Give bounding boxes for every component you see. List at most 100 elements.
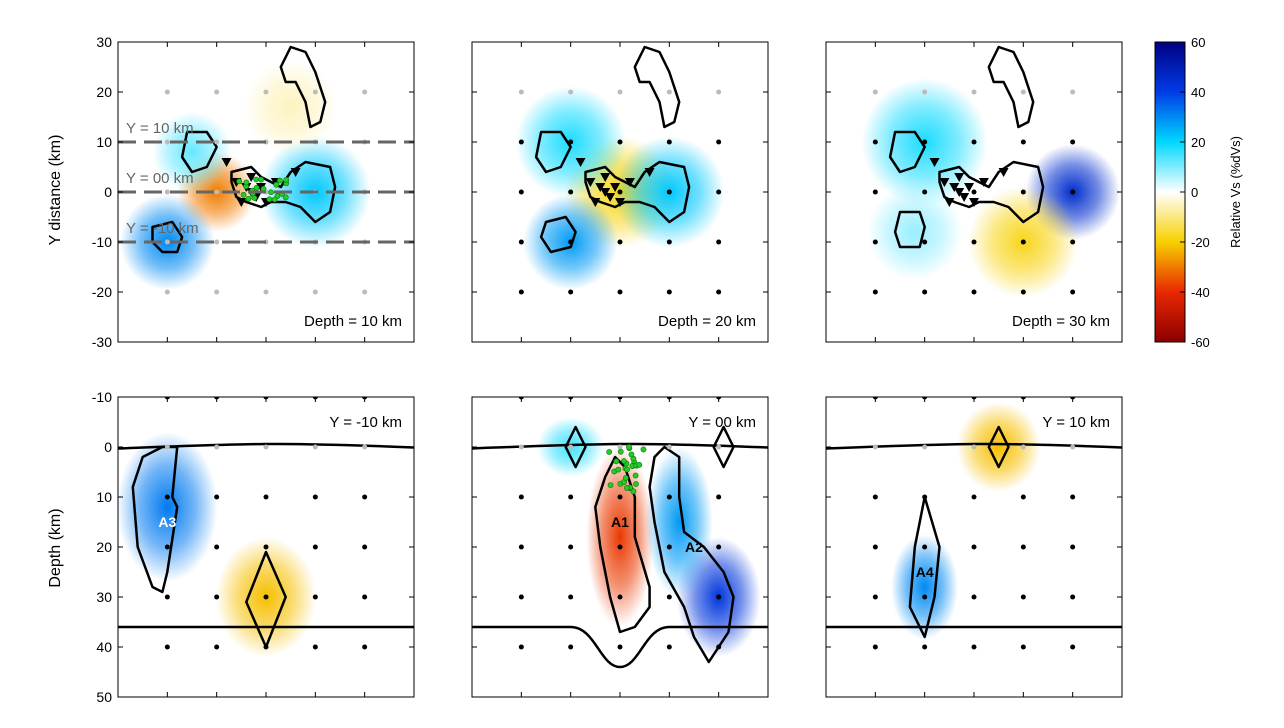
grid-dot xyxy=(971,594,977,600)
grid-dot xyxy=(568,594,574,600)
station-triangle xyxy=(246,173,257,182)
station-dot xyxy=(1070,239,1076,245)
grid-dot xyxy=(362,594,368,600)
station-dot xyxy=(716,89,722,95)
grid-dot xyxy=(716,494,722,500)
grid-dot xyxy=(617,644,623,650)
station-dot xyxy=(518,289,524,295)
contour-outline xyxy=(712,425,735,469)
station-triangle xyxy=(939,178,950,187)
grid-dot xyxy=(214,444,220,450)
moho-line xyxy=(472,625,768,669)
earthquake-dot xyxy=(607,482,614,488)
station-dot xyxy=(518,89,524,95)
station-triangle xyxy=(610,183,621,192)
station-dot xyxy=(617,89,623,95)
grid-dot xyxy=(164,444,170,450)
grid-dot xyxy=(1020,544,1026,550)
velocity-anomaly xyxy=(586,447,654,627)
grid-dot xyxy=(617,494,623,500)
station-dot xyxy=(263,289,269,295)
station-dot xyxy=(617,189,623,195)
grid-dot xyxy=(263,494,269,500)
station-dot xyxy=(518,139,524,145)
profile-line-label: Y = -10 km xyxy=(126,220,199,237)
station-dot xyxy=(922,239,928,245)
cross-section-panel-1: A3 -10 0 10 20 30 40 50 Y = -10 km xyxy=(92,389,415,705)
grid-dot xyxy=(518,544,524,550)
grid-dot xyxy=(214,594,220,600)
colorbar-tick-label: -60 xyxy=(1191,335,1210,350)
station-dot xyxy=(922,139,928,145)
grid-dot xyxy=(263,594,269,600)
grid-dot xyxy=(362,544,368,550)
grid-dot xyxy=(312,494,318,500)
station-triangle xyxy=(954,188,965,197)
grid-dot xyxy=(214,644,220,650)
grid-dot xyxy=(666,494,672,500)
earthquake-dot xyxy=(617,448,624,455)
earthquake-dot xyxy=(606,449,613,455)
grid-dot xyxy=(666,644,672,650)
station-dot xyxy=(164,139,170,145)
contour-outline xyxy=(279,45,327,129)
earthquake-dot xyxy=(622,475,629,481)
contour-outline xyxy=(534,130,572,174)
station-dot xyxy=(1070,139,1076,145)
station-dot xyxy=(971,189,977,195)
grid-dot xyxy=(666,594,672,600)
contour-outline xyxy=(893,210,926,249)
y-tick-label: -10 xyxy=(92,234,112,250)
station-dot xyxy=(971,139,977,145)
earthquake-dot xyxy=(276,177,283,184)
station-dot xyxy=(214,139,220,145)
grid-dot xyxy=(1020,594,1026,600)
grid-dot xyxy=(1070,444,1076,450)
grid-dot xyxy=(568,494,574,500)
grid-dot xyxy=(263,544,269,550)
earthquake-dot xyxy=(615,466,622,473)
station-dot xyxy=(362,289,368,295)
station-triangle xyxy=(221,158,232,167)
y-tick-label: 0 xyxy=(104,439,112,455)
station-dot xyxy=(716,239,722,245)
panel-y-label: Y = 00 km xyxy=(688,414,756,431)
cross-section-panel-3: A4 Y = 10 km xyxy=(825,396,1123,698)
earthquake-dot xyxy=(271,196,278,203)
grid-dot xyxy=(922,444,928,450)
station-triangle xyxy=(590,198,601,207)
grid-dot xyxy=(362,644,368,650)
earthquake-dot xyxy=(624,466,631,473)
earthquake-dot xyxy=(283,176,290,183)
station-triangle xyxy=(575,158,586,167)
station-dot xyxy=(872,189,878,195)
grid-dot xyxy=(518,594,524,600)
colorbar-tick-label: 20 xyxy=(1191,135,1205,150)
grid-dot xyxy=(164,644,170,650)
station-dot xyxy=(214,89,220,95)
station-dot xyxy=(617,239,623,245)
grid-dot xyxy=(872,494,878,500)
grid-dot xyxy=(922,544,928,550)
station-triangle xyxy=(624,178,635,187)
surface-line xyxy=(472,442,768,450)
grid-dot xyxy=(1020,494,1026,500)
profile-line-label: Y = 10 km xyxy=(126,120,194,137)
panel-y-label: Y = -10 km xyxy=(329,414,402,431)
earthquake-dot xyxy=(630,488,637,495)
colorbar-title: Relative Vs (%dVs) xyxy=(1228,136,1243,248)
panel-y-label: Y = 10 km xyxy=(1042,414,1110,431)
y-tick-label: 10 xyxy=(96,134,112,150)
contour-outline xyxy=(180,130,218,174)
station-triangle xyxy=(944,198,955,207)
grid-dot xyxy=(214,494,220,500)
station-triangle xyxy=(949,183,960,192)
colorbar-tick-label: -20 xyxy=(1191,235,1210,250)
grid-dot xyxy=(518,494,524,500)
grid-dot xyxy=(312,444,318,450)
grid-dot xyxy=(518,644,524,650)
station-dot xyxy=(568,89,574,95)
map-panel-3: Depth = 30 km xyxy=(825,41,1123,343)
station-dot xyxy=(1070,289,1076,295)
